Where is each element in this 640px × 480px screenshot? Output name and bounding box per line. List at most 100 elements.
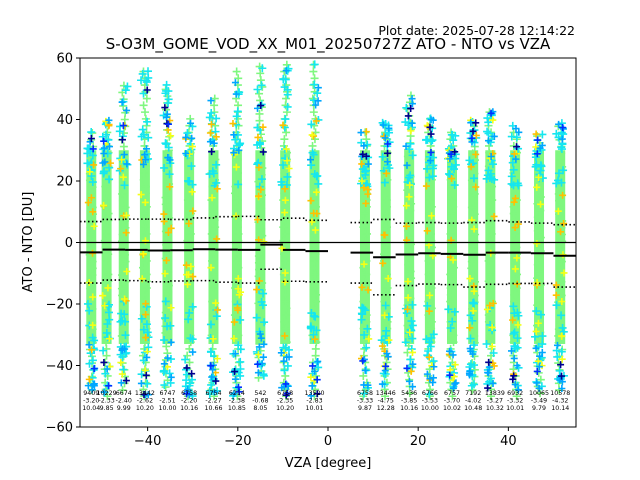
bin-mean-label: -3.85	[401, 398, 417, 405]
data-point	[117, 331, 126, 340]
data-point	[472, 150, 480, 158]
data-point	[490, 362, 498, 370]
data-point	[556, 156, 565, 165]
data-point	[212, 377, 220, 385]
data-point	[534, 253, 543, 262]
data-point	[485, 358, 493, 366]
data-point	[230, 189, 239, 198]
data-point	[450, 165, 459, 174]
data-point	[486, 270, 495, 279]
data-point	[167, 304, 175, 312]
data-point	[313, 390, 321, 398]
data-point	[284, 345, 293, 354]
data-point	[141, 189, 150, 198]
data-point	[89, 321, 97, 329]
data-point	[484, 137, 492, 145]
data-point	[188, 302, 197, 311]
data-point	[482, 339, 491, 348]
data-point	[451, 361, 459, 369]
data-point	[425, 390, 434, 399]
data-point	[163, 274, 172, 283]
data-point	[426, 123, 434, 131]
data-point	[507, 172, 516, 181]
data-point	[208, 297, 217, 306]
data-point	[310, 162, 319, 171]
data-point	[426, 291, 434, 299]
data-point	[189, 348, 197, 356]
data-point	[90, 161, 98, 169]
data-point	[532, 307, 541, 316]
y-tick-label: −60	[46, 421, 73, 436]
data-point	[186, 229, 195, 238]
data-point	[467, 257, 476, 266]
data-point	[510, 354, 518, 362]
data-point	[100, 201, 108, 209]
data-point	[311, 226, 319, 234]
data-point	[510, 189, 519, 198]
data-point	[310, 189, 319, 198]
data-point	[213, 355, 221, 363]
data-point	[483, 114, 492, 123]
data-point	[142, 311, 150, 319]
data-point	[313, 171, 322, 180]
data-point	[185, 169, 194, 178]
x-tick-label: −20	[224, 434, 251, 449]
data-point	[470, 237, 479, 246]
data-point	[449, 256, 457, 264]
data-point	[470, 299, 479, 308]
data-point	[138, 69, 147, 78]
data-point	[234, 180, 243, 189]
data-point	[182, 149, 190, 157]
data-point	[490, 175, 499, 184]
data-point	[142, 156, 150, 164]
data-point	[279, 74, 288, 83]
data-point	[255, 89, 264, 98]
data-point	[361, 277, 370, 286]
data-point	[184, 177, 193, 186]
data-point	[509, 375, 517, 383]
data-point	[448, 196, 457, 205]
data-point	[255, 192, 263, 200]
data-point	[258, 64, 267, 73]
data-point	[555, 318, 564, 327]
data-point	[188, 134, 196, 142]
data-point	[281, 371, 290, 380]
data-point	[308, 131, 316, 139]
data-point	[404, 112, 412, 120]
data-point	[282, 391, 290, 399]
data-point	[279, 223, 288, 232]
data-point	[181, 365, 190, 374]
data-point	[117, 237, 126, 246]
data-point	[184, 189, 193, 198]
data-point	[385, 138, 394, 147]
data-point	[161, 270, 169, 278]
data-point	[510, 198, 518, 206]
data-point	[280, 357, 288, 365]
data-point	[232, 250, 241, 259]
data-point	[86, 168, 94, 176]
bin-mean-label: -2.27	[205, 398, 221, 405]
data-point	[311, 335, 319, 343]
data-point	[510, 290, 519, 299]
data-point	[451, 148, 459, 156]
y-tick-label: 20	[56, 175, 73, 190]
data-point	[470, 210, 479, 219]
data-point	[466, 367, 474, 375]
bin-mean-label: -3.32	[507, 398, 523, 405]
data-point	[312, 101, 320, 109]
data-point	[360, 209, 369, 218]
data-point	[381, 392, 390, 401]
data-point	[101, 130, 110, 139]
data-point	[381, 236, 390, 245]
data-point	[281, 216, 290, 225]
data-point	[484, 118, 493, 127]
data-point	[142, 229, 151, 238]
data-point	[185, 290, 194, 299]
data-point	[556, 203, 565, 212]
data-point	[409, 383, 417, 391]
data-point	[429, 161, 438, 170]
data-point	[279, 161, 288, 169]
data-point	[255, 163, 263, 171]
data-point	[234, 383, 242, 391]
data-point	[281, 209, 290, 218]
